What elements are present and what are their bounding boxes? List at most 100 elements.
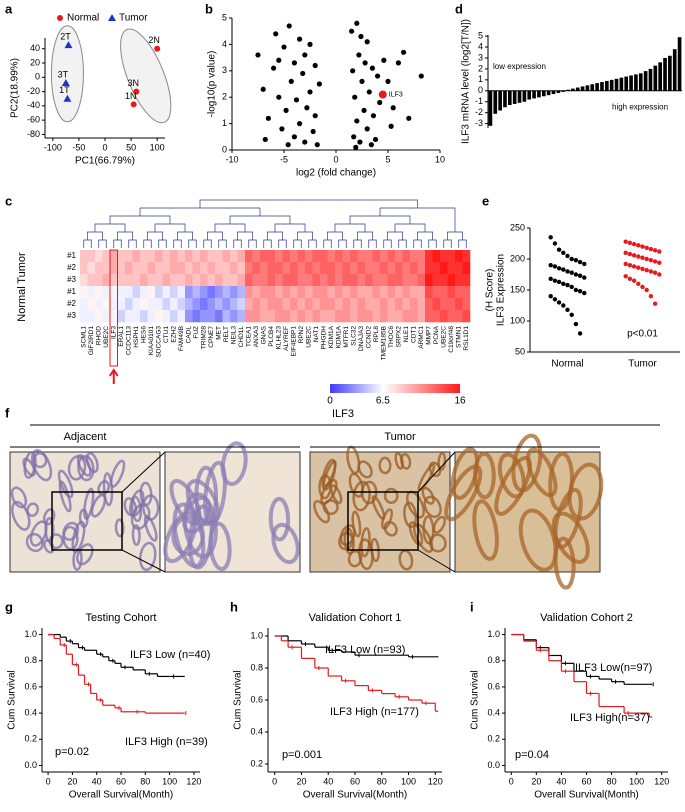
point — [297, 36, 303, 42]
heat-cell — [402, 274, 411, 287]
heat-cell — [357, 250, 366, 263]
series-label: ILF3 Low(n=97) — [575, 662, 652, 674]
heat-cell — [395, 262, 403, 275]
heat-cell — [290, 286, 298, 299]
heat-cell — [372, 274, 381, 287]
heat-cell — [372, 298, 381, 311]
tissue — [371, 495, 386, 521]
heat-cell — [282, 262, 291, 275]
point — [381, 57, 387, 63]
tissue — [76, 543, 94, 566]
zoom-lines — [121, 451, 166, 573]
dot — [631, 241, 637, 247]
heat-cell — [230, 274, 238, 287]
heat-cell — [282, 250, 291, 263]
tissue — [348, 472, 364, 498]
tissue — [22, 457, 36, 477]
heat-cell — [320, 310, 328, 323]
bar — [493, 90, 498, 114]
heat-cell — [440, 310, 448, 323]
heat-cell — [117, 262, 126, 275]
heat-cell — [440, 250, 448, 263]
dendrogram — [237, 231, 253, 240]
dot — [565, 282, 570, 288]
heat-cell — [335, 298, 343, 311]
y-tick-label: 0.6 — [250, 694, 263, 704]
tissue — [172, 502, 206, 569]
dot — [636, 254, 641, 259]
heat-cell — [462, 274, 471, 287]
dot — [565, 307, 570, 313]
dot — [644, 267, 649, 273]
heat-cell — [185, 286, 193, 299]
heat-cell — [425, 298, 433, 311]
dot — [561, 281, 566, 286]
bar — [522, 90, 527, 102]
dot — [636, 265, 641, 270]
heat-cell — [447, 274, 456, 287]
heat-cell — [222, 262, 231, 275]
dendrogram — [128, 239, 137, 248]
y-tick-label: 20 — [30, 57, 40, 67]
histology-images — [9, 433, 604, 590]
heat-cell — [440, 286, 448, 299]
heat-cell — [117, 274, 126, 287]
gene-label: TMEM185B — [380, 326, 387, 360]
tissue — [423, 495, 442, 518]
point — [364, 126, 370, 132]
heat-cell — [200, 298, 208, 311]
gene-label: RHOD — [95, 326, 102, 345]
y-tick-label: 3 — [478, 52, 483, 62]
heat-cell — [372, 262, 381, 275]
heat-cell — [455, 310, 463, 323]
heat-cell — [297, 310, 306, 323]
dot — [657, 272, 662, 277]
heat-cell — [125, 274, 133, 287]
annotation: low expression — [493, 62, 546, 71]
x-tick-label: 0 — [102, 142, 107, 152]
tissue — [202, 460, 227, 527]
x-tick-label: Normal — [551, 359, 583, 370]
gene-label: RELT — [223, 326, 230, 342]
y-tick-label: 4 — [478, 41, 483, 51]
x-tick-label: 120 — [428, 776, 443, 786]
heat-cell — [185, 250, 193, 263]
heat-cell — [95, 250, 103, 263]
x-tick-label: 120 — [654, 776, 669, 786]
dendrogram — [394, 223, 426, 232]
heat-cell — [252, 262, 261, 275]
point — [354, 20, 360, 26]
dot — [623, 274, 628, 279]
heat-cell — [87, 274, 96, 287]
heat-cell — [342, 262, 351, 275]
gene-label: NLE1 — [403, 326, 410, 343]
bar — [503, 90, 507, 108]
heat-cell — [425, 310, 433, 323]
heat-cell — [275, 250, 283, 263]
heat-cell — [320, 262, 328, 275]
y-tick-label: 50 — [515, 346, 525, 356]
heat-cell — [117, 310, 126, 323]
x-axis-label: PC1(66.79%) — [75, 156, 135, 167]
heat-cell — [252, 310, 261, 323]
dot — [552, 264, 558, 269]
point — [353, 144, 359, 150]
dendrogram — [357, 231, 373, 240]
heat-cell — [207, 262, 216, 275]
heat-cell — [267, 286, 276, 299]
heat-cell — [297, 298, 306, 311]
tissue — [57, 469, 74, 499]
heat-cell — [177, 262, 186, 275]
tissue — [330, 484, 343, 505]
heat-cell — [335, 286, 343, 299]
dot — [565, 269, 570, 274]
x-tick-label: 20 — [531, 776, 541, 786]
heat-cell — [147, 274, 156, 287]
dot — [652, 301, 658, 306]
heat-cell — [312, 310, 321, 323]
y-axis-label: ILF3 Expression — [496, 254, 507, 326]
heat-cell — [290, 298, 298, 311]
gene-label: EIF4EBP1 — [290, 326, 297, 357]
dot — [548, 276, 553, 282]
point — [61, 79, 70, 86]
